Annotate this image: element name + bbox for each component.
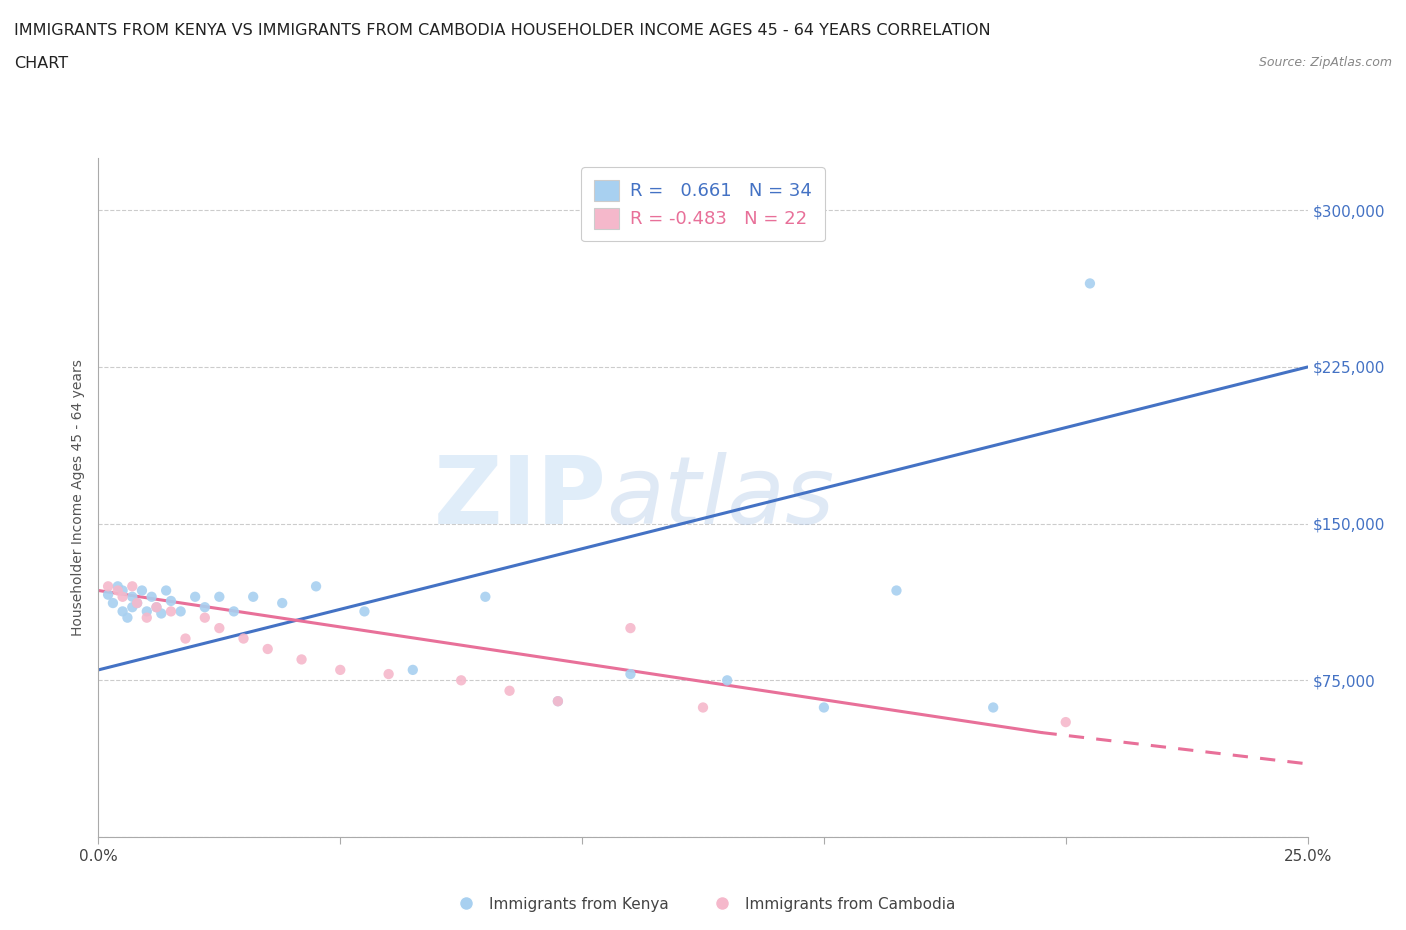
Point (402, 662, 425, 677)
Legend: Immigrants from Kenya, Immigrants from Cambodia: Immigrants from Kenya, Immigrants from C… (444, 890, 962, 918)
Point (131, 583, 153, 598)
Point (145, 600, 167, 615)
Point (97, 587, 120, 602)
Point (101, 595, 124, 610)
Point (242, 590, 264, 604)
Point (232, 631, 254, 646)
Text: CHART: CHART (14, 56, 67, 71)
Point (377, 667, 399, 682)
Point (256, 642, 278, 657)
Point (716, 673, 738, 688)
Point (329, 662, 352, 677)
Point (107, 583, 129, 598)
Point (194, 610, 217, 625)
Point (305, 578, 328, 593)
Point (160, 593, 183, 608)
Point (498, 684, 520, 698)
Point (121, 578, 143, 593)
Point (107, 578, 129, 593)
Point (619, 620, 641, 635)
Point (135, 610, 157, 625)
Point (117, 610, 139, 625)
Point (160, 604, 183, 618)
Point (353, 604, 375, 618)
Point (97, 578, 120, 593)
Point (619, 667, 641, 682)
Point (208, 620, 231, 635)
Point (1078, 276, 1101, 291)
Point (290, 652, 312, 667)
Point (208, 590, 231, 604)
Point (184, 590, 207, 604)
Text: Source: ZipAtlas.com: Source: ZipAtlas.com (1258, 56, 1392, 69)
Y-axis label: Householder Income Ages 45 - 64 years: Householder Income Ages 45 - 64 years (72, 359, 86, 636)
Text: IMMIGRANTS FROM KENYA VS IMMIGRANTS FROM CAMBODIA HOUSEHOLDER INCOME AGES 45 - 6: IMMIGRANTS FROM KENYA VS IMMIGRANTS FROM… (14, 23, 991, 38)
Point (145, 600, 167, 615)
Point (135, 604, 157, 618)
Point (121, 600, 143, 615)
Point (474, 590, 496, 604)
Point (111, 583, 134, 598)
Point (547, 694, 569, 709)
Text: atlas: atlas (606, 452, 835, 543)
Point (155, 583, 177, 598)
Point (111, 604, 134, 618)
Point (141, 590, 163, 604)
Point (127, 595, 149, 610)
Point (886, 583, 908, 598)
Point (692, 700, 714, 715)
Point (981, 700, 1004, 715)
Point (169, 604, 191, 618)
Point (547, 694, 569, 709)
Point (127, 595, 149, 610)
Point (150, 606, 173, 621)
Point (174, 631, 197, 646)
Point (194, 600, 217, 615)
Point (271, 595, 294, 610)
Point (121, 590, 143, 604)
Text: ZIP: ZIP (433, 452, 606, 543)
Point (1054, 714, 1077, 729)
Point (450, 673, 472, 688)
Point (111, 590, 134, 604)
Point (222, 604, 245, 618)
Point (813, 700, 835, 715)
